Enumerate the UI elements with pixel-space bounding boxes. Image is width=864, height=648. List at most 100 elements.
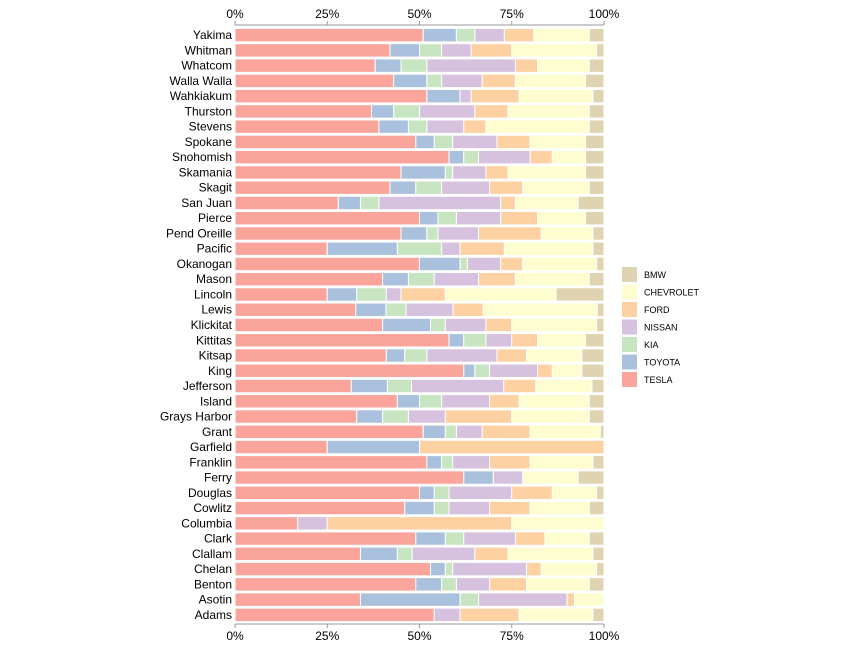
bar-franklin-bmw xyxy=(592,455,605,470)
bar-stevens-chevrolet xyxy=(485,119,590,134)
bar-lewis-nissan xyxy=(405,302,454,317)
bar-walla-walla-nissan xyxy=(441,73,483,89)
bar-spokane-chevrolet xyxy=(529,134,587,150)
bar-jefferson-kia xyxy=(386,378,412,394)
bar-chelan-bmw xyxy=(596,561,605,577)
bar-lincoln-ford xyxy=(400,287,446,302)
bar-mason-bmw xyxy=(588,272,605,287)
bar-snohomish-nissan xyxy=(478,149,531,165)
bar-asotin-tesla xyxy=(234,592,361,607)
category-label-klickitat: Klickitat xyxy=(191,318,233,332)
bar-pierce-ford xyxy=(500,210,539,226)
top-tick-label: 75% xyxy=(500,7,524,21)
bar-skagit-ford xyxy=(489,180,524,195)
bar-row-garfield xyxy=(234,439,605,455)
top-tick-label: 0% xyxy=(226,7,244,21)
bar-whitman-bmw xyxy=(596,43,605,58)
bar-row-chelan xyxy=(234,561,605,577)
bar-pacific-bmw xyxy=(592,241,605,256)
bar-whatcom-tesla xyxy=(234,58,376,73)
bar-klickitat-toyota xyxy=(382,317,432,333)
bar-thurston-kia xyxy=(393,104,421,119)
bar-ferry-tesla xyxy=(234,470,465,485)
bar-ferry-nissan xyxy=(492,470,524,485)
bar-cowlitz-kia xyxy=(433,500,450,516)
bar-pierce-bmw xyxy=(585,210,605,226)
bar-grays-harbor-nissan xyxy=(407,409,446,424)
bar-ferry-toyota xyxy=(463,470,494,485)
category-label-ferry: Ferry xyxy=(204,471,232,485)
category-label-island: Island xyxy=(200,394,232,408)
bar-lincoln-tesla xyxy=(234,287,328,302)
bar-garfield-tesla xyxy=(234,439,328,455)
bar-king-kia xyxy=(474,363,491,378)
bar-grant-kia xyxy=(444,424,457,440)
bar-douglas-ford xyxy=(511,485,553,501)
bar-lincoln-chevrolet xyxy=(444,287,557,302)
bar-thurston-chevrolet xyxy=(507,104,590,119)
bar-benton-toyota xyxy=(415,577,443,592)
bar-garfield-ford xyxy=(419,439,605,455)
bar-snohomish-ford xyxy=(529,149,553,165)
bar-san-juan-ford xyxy=(500,195,516,211)
category-label-clark: Clark xyxy=(204,532,233,546)
bar-king-ford xyxy=(537,363,553,378)
bar-benton-tesla xyxy=(234,577,417,592)
bar-skamania-toyota xyxy=(400,165,446,180)
bar-jefferson-nissan xyxy=(410,378,505,394)
bar-san-juan-chevrolet xyxy=(514,195,579,211)
bar-king-nissan xyxy=(489,363,539,378)
bottom-tick-label: 100% xyxy=(589,629,620,643)
bar-skagit-bmw xyxy=(588,180,605,195)
bar-row-kitsap xyxy=(234,348,605,363)
legend-item-nissan: NISSAN xyxy=(622,319,678,335)
category-label-thurston: Thurston xyxy=(185,104,232,118)
legend-swatch-tesla xyxy=(622,372,637,387)
bar-kitsap-bmw xyxy=(581,348,605,363)
bar-franklin-nissan xyxy=(452,455,491,470)
bar-okanogan-kia xyxy=(459,256,468,272)
bar-row-grays-harbor xyxy=(234,409,605,424)
bar-whitman-chevrolet xyxy=(511,43,598,58)
bottom-axis: 0% 25% 50% 75% 100% xyxy=(226,623,620,643)
bar-row-franklin xyxy=(234,455,605,470)
bar-whitman-toyota xyxy=(389,43,421,58)
bar-walla-walla-tesla xyxy=(234,73,395,89)
bar-klickitat-ford xyxy=(485,317,513,333)
bottom-tick-label: 0% xyxy=(226,629,244,643)
legend-swatch-toyota xyxy=(622,354,637,370)
bar-island-ford xyxy=(489,394,520,409)
bar-pierce-toyota xyxy=(419,210,439,226)
bar-grays-harbor-chevrolet xyxy=(511,409,590,424)
bar-clark-ford xyxy=(514,531,546,546)
bar-whatcom-kia xyxy=(400,58,428,73)
bar-yakima-toyota xyxy=(422,27,457,43)
bar-wahkiakum-tesla xyxy=(234,88,428,104)
legend-label-toyota: TOYOTA xyxy=(644,358,680,368)
bar-cowlitz-nissan xyxy=(448,500,491,516)
bar-clark-nissan xyxy=(463,531,516,546)
bar-row-pend-oreille xyxy=(234,226,605,241)
bar-franklin-toyota xyxy=(426,455,443,470)
bar-jefferson-tesla xyxy=(234,378,352,394)
category-label-grant: Grant xyxy=(202,425,233,439)
bar-chelan-chevrolet xyxy=(540,561,598,577)
bar-pacific-ford xyxy=(459,241,505,256)
category-label-lincoln: Lincoln xyxy=(194,287,232,301)
legend-label-bmw: BMW xyxy=(644,270,667,280)
bar-klickitat-tesla xyxy=(234,317,384,333)
bar-kittitas-toyota xyxy=(448,333,465,348)
category-label-lewis: Lewis xyxy=(201,303,232,317)
legend-label-ford: FORD xyxy=(644,305,670,315)
bar-pacific-toyota xyxy=(326,241,398,256)
bar-row-pacific xyxy=(234,241,605,256)
bar-whitman-nissan xyxy=(441,43,472,58)
bar-pacific-nissan xyxy=(441,241,461,256)
bar-kitsap-tesla xyxy=(234,348,387,363)
bar-thurston-bmw xyxy=(588,104,605,119)
legend-item-ford: FORD xyxy=(622,302,670,317)
bar-pend-oreille-nissan xyxy=(437,226,480,241)
bar-grant-bmw xyxy=(599,424,605,440)
bar-thurston-nissan xyxy=(419,104,476,119)
bar-klickitat-chevrolet xyxy=(511,317,598,333)
